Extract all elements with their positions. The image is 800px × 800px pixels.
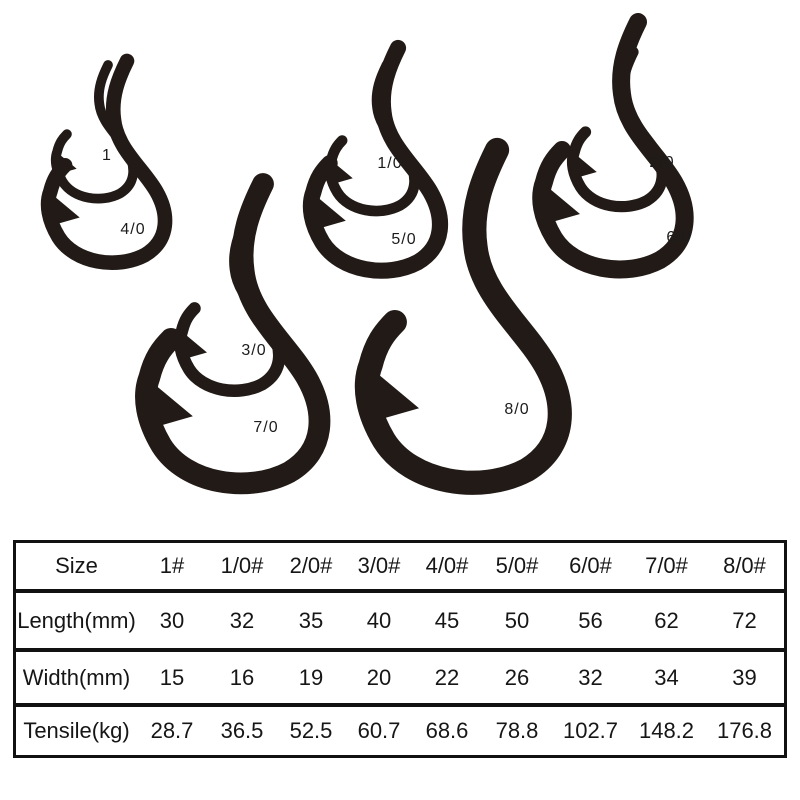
- size-column-header: 6/0#: [569, 553, 612, 578]
- row-label-width: Width(mm): [22, 664, 131, 690]
- width-value: 39: [732, 664, 757, 690]
- length-value: 30: [159, 607, 185, 633]
- size-column-header: 3/0#: [357, 553, 401, 578]
- width-value: 32: [578, 664, 603, 690]
- length-row: Length(mm) 30 32 35 40 45 50 56 62 72: [16, 589, 784, 648]
- size-column-header: 2/0#: [289, 553, 333, 578]
- width-value: 15: [159, 664, 185, 690]
- length-value: 35: [298, 607, 324, 633]
- length-value: 32: [229, 607, 255, 633]
- tensile-value: 102.7: [562, 718, 619, 743]
- size-column-header: 5/0#: [495, 553, 539, 578]
- hook-label-1-0: 1/0: [377, 155, 402, 172]
- width-value: 22: [434, 664, 460, 690]
- width-value: 16: [229, 664, 255, 690]
- length-value: 62: [654, 607, 679, 633]
- tensile-value: 60.7: [357, 718, 401, 743]
- width-value: 20: [366, 664, 392, 690]
- width-value: 34: [654, 664, 679, 690]
- tensile-value: 176.8: [716, 718, 773, 743]
- size-column-header: 1/0#: [220, 553, 264, 578]
- tensile-value: 52.5: [289, 718, 333, 743]
- hook-label-4-0: 4/0: [120, 221, 145, 238]
- tensile-value: 36.5: [220, 718, 264, 743]
- hook-1-0-shape: [330, 65, 415, 211]
- hook-label-5-0: 5/0: [391, 231, 416, 248]
- size-column-header: 7/0#: [645, 553, 688, 578]
- size-column-header: 1#: [159, 553, 185, 578]
- row-label-tensile: Tensile(kg): [23, 718, 130, 743]
- hook-8-0-shape: [367, 150, 560, 483]
- tensile-row: Tensile(kg) 28.7 36.5 52.5 60.7 68.6 78.…: [16, 703, 784, 755]
- length-value: 40: [366, 607, 392, 633]
- hooks-illustration: 1 4/0 1/0 5/0 2/0 6/0 3/0 7/0 8/0: [0, 0, 800, 538]
- width-value: 26: [504, 664, 530, 690]
- length-value: 72: [732, 607, 757, 633]
- row-label-length: Length(mm): [17, 607, 136, 633]
- tensile-value: 68.6: [425, 718, 469, 743]
- hook-label-2-0: 2/0: [649, 154, 674, 171]
- size-column-header: 4/0#: [425, 553, 469, 578]
- width-value: 19: [298, 664, 324, 690]
- hook-label-1: 1: [102, 147, 112, 164]
- hook-label-8-0: 8/0: [504, 401, 529, 418]
- width-row: Width(mm) 15 16 19 20 22 26 32 34 39: [16, 648, 784, 703]
- length-value: 45: [434, 607, 460, 633]
- tensile-value: 148.2: [638, 718, 695, 743]
- hook-6-0-shape: [541, 22, 684, 269]
- tensile-value: 28.7: [150, 718, 194, 743]
- size-column-header: 8/0#: [723, 553, 766, 578]
- hook-label-6-0: 6/0: [666, 229, 691, 246]
- size-header-cell: Size: [55, 553, 98, 578]
- tensile-value: 78.8: [495, 718, 539, 743]
- hook-7-0-shape: [146, 184, 320, 483]
- spec-table: Size 1# 1/0# 2/0# 3/0# 4/0# 5/0# 6/0# 7/…: [13, 540, 787, 758]
- length-value: 50: [504, 607, 530, 633]
- length-value: 56: [578, 607, 603, 633]
- spec-table-header-row: Size 1# 1/0# 2/0# 3/0# 4/0# 5/0# 6/0# 7/…: [16, 543, 784, 589]
- hook-label-3-0: 3/0: [241, 342, 266, 359]
- hook-label-7-0: 7/0: [253, 419, 278, 436]
